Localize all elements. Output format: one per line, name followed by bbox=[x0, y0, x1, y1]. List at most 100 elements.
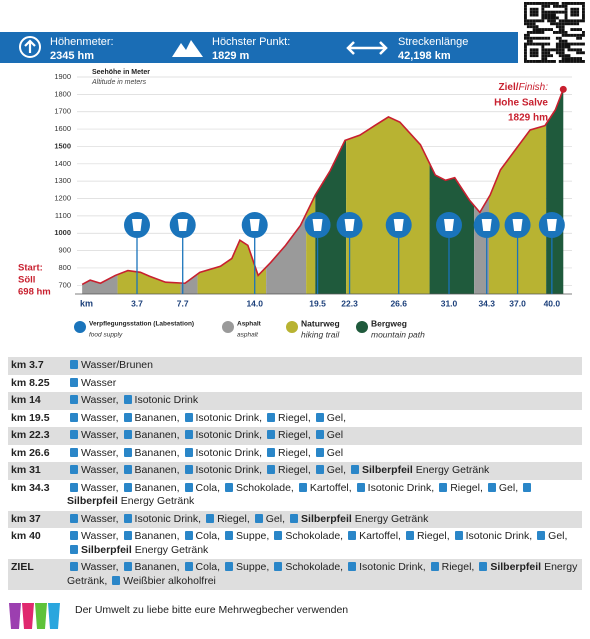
qr-module bbox=[573, 57, 577, 60]
item-icon bbox=[315, 430, 324, 439]
qr-module bbox=[524, 45, 527, 49]
item: Energy Getränk, bbox=[67, 561, 578, 587]
qr-module bbox=[553, 2, 556, 5]
qr-module bbox=[544, 36, 548, 40]
start-annotation: 698 hm bbox=[18, 287, 51, 298]
qr-module bbox=[573, 2, 577, 5]
item: Riegel, bbox=[441, 561, 475, 573]
qr-module bbox=[579, 36, 582, 40]
qr-module bbox=[529, 48, 533, 52]
qr-module bbox=[544, 57, 548, 60]
item-icon bbox=[70, 447, 78, 457]
row-km: km 26.6 bbox=[11, 446, 50, 459]
item: Isotonic Drink, bbox=[195, 446, 263, 459]
y-tick-label: 1800 bbox=[54, 89, 71, 98]
surface-segment bbox=[197, 89, 267, 294]
surface-segment bbox=[546, 89, 564, 294]
qr-module bbox=[558, 19, 562, 23]
item-icon bbox=[206, 513, 215, 523]
qr-module bbox=[561, 48, 565, 52]
qr-module bbox=[535, 51, 539, 55]
item-icon bbox=[405, 531, 414, 540]
qr-module bbox=[579, 19, 582, 23]
y-tick-label: 1500 bbox=[54, 141, 71, 150]
item-icon bbox=[267, 465, 276, 474]
item-icon bbox=[70, 360, 78, 369]
cup-icon bbox=[512, 219, 523, 231]
legend-sublabel: food supply bbox=[89, 332, 123, 339]
qr-module bbox=[582, 10, 585, 14]
y-axis-title: Seehöhe in Meter bbox=[92, 69, 150, 76]
item-icon bbox=[70, 513, 78, 523]
item-icon bbox=[184, 430, 193, 439]
qr-module bbox=[541, 13, 545, 17]
item: Schokolade, bbox=[236, 481, 294, 494]
item-icon bbox=[184, 562, 193, 571]
qr-module bbox=[576, 22, 580, 26]
qr-module bbox=[532, 31, 536, 34]
legend-sublabel: hiking trail bbox=[301, 329, 340, 339]
qr-module bbox=[553, 22, 556, 26]
legend-swatch bbox=[286, 321, 298, 333]
qr-module bbox=[558, 36, 562, 40]
icon-up-arrow bbox=[24, 39, 36, 53]
item: Wasser, bbox=[81, 512, 119, 525]
qr-module bbox=[576, 33, 580, 37]
item: Isotonic Drink, bbox=[465, 530, 533, 542]
item-icon bbox=[348, 562, 357, 571]
item-icon bbox=[123, 412, 132, 422]
x-tick-label: 19.5 bbox=[309, 298, 326, 308]
qr-module bbox=[570, 42, 574, 46]
item: Gel bbox=[326, 446, 344, 459]
qr-module bbox=[535, 19, 539, 23]
item-icon bbox=[123, 430, 132, 439]
item: Weißbier alkoholfrei bbox=[123, 574, 216, 587]
qr-module bbox=[553, 31, 556, 34]
item-icon bbox=[112, 575, 121, 585]
qr-module bbox=[547, 48, 551, 52]
legend-swatch bbox=[356, 321, 368, 333]
table-row: km 14 Wasser, Isotonic Drink bbox=[8, 392, 582, 410]
qr-module bbox=[538, 42, 542, 46]
qr-module bbox=[532, 2, 536, 5]
item-icon bbox=[184, 412, 193, 422]
qr-module bbox=[544, 42, 548, 46]
item-icon bbox=[184, 482, 193, 492]
cup-icon bbox=[132, 219, 142, 231]
cup-icon bbox=[481, 219, 492, 231]
row-items: Wasser, Bananen, Isotonic Drink, Riegel, Gel… bbox=[64, 462, 582, 480]
item: Isotonic Drink bbox=[134, 394, 199, 406]
qr-module bbox=[550, 10, 553, 14]
qr-module bbox=[555, 25, 559, 29]
row-items: Wasser, Isotonic Drink bbox=[64, 392, 582, 410]
qr-module bbox=[553, 13, 556, 17]
qr-module bbox=[529, 19, 533, 23]
qr-module bbox=[567, 42, 571, 46]
qr-module bbox=[532, 51, 536, 55]
finish-annotation-part: Finish: bbox=[519, 82, 549, 93]
qr-module bbox=[541, 57, 545, 60]
qr-module bbox=[532, 25, 536, 29]
qr-module bbox=[558, 28, 562, 31]
qr-module bbox=[561, 25, 565, 29]
qr-module bbox=[582, 33, 585, 37]
qr-module bbox=[529, 51, 533, 55]
table-row: km 26.6 Wasser, Bananen, Isotonic Drink, Rie… bbox=[8, 445, 582, 463]
item-icon bbox=[479, 562, 488, 571]
legend-label: Naturweg bbox=[301, 318, 340, 328]
item-icon bbox=[70, 430, 78, 439]
cup-icon bbox=[393, 219, 404, 231]
y-tick-label: 700 bbox=[58, 280, 71, 289]
qr-module bbox=[561, 42, 565, 46]
qr-module bbox=[541, 60, 545, 63]
row-km: km 22.3 bbox=[11, 429, 50, 441]
item: Gel bbox=[326, 429, 344, 441]
qr-module bbox=[529, 39, 533, 43]
qr-module bbox=[535, 60, 539, 63]
qr-module bbox=[550, 22, 553, 26]
qr-module bbox=[524, 2, 527, 5]
qr-module bbox=[555, 45, 559, 49]
item-icon bbox=[123, 482, 132, 492]
x-tick-label: 7.7 bbox=[177, 298, 189, 308]
qr-module bbox=[541, 48, 545, 52]
